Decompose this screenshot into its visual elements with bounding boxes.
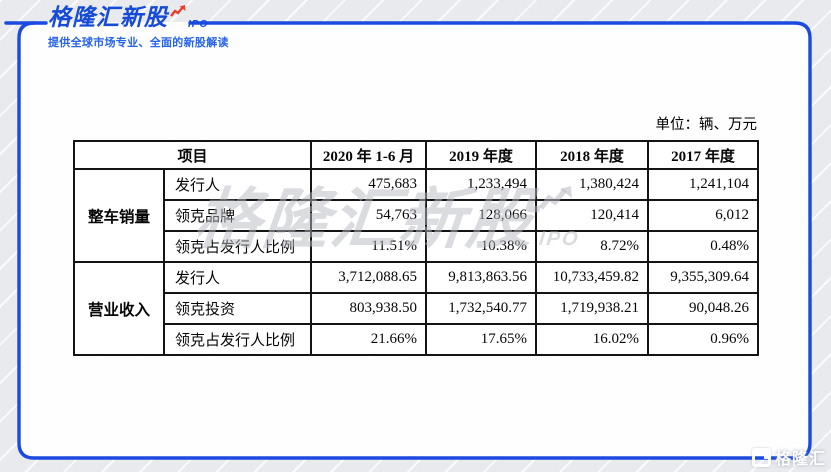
value-cell: 120,414	[535, 199, 649, 232]
table-row: 整车销量 发行人 475,683 1,233,494 1,380,424 1,2…	[73, 168, 759, 263]
frame-border	[17, 21, 812, 460]
table-header-row: 项目 2020 年 1-6 月 2019 年度 2018 年度 2017 年度	[73, 140, 759, 170]
header-cell-2018: 2018 年度	[535, 140, 649, 170]
table-row: 领克品牌 54,763 128,066 120,414 6,012	[74, 199, 759, 232]
value-cell: 1,380,424	[535, 168, 649, 201]
value-cell: 90,048.26	[647, 292, 759, 325]
header-cell-2019: 2019 年度	[425, 140, 537, 170]
brand-logo-suffix: IPO	[188, 18, 209, 30]
value-cell: 0.48%	[647, 230, 759, 263]
brand-header: 格隆汇新股 IPO 提供全球市场专业、全面的新股解读	[48, 4, 229, 50]
brand-logo-text: 格隆汇新股	[48, 4, 168, 30]
row-label: 领克占发行人比例	[163, 230, 312, 263]
row-label: 领克占发行人比例	[163, 323, 312, 356]
header-cell-2017: 2017 年度	[647, 140, 759, 170]
value-cell: 8.72%	[535, 230, 649, 263]
table-row: 领克投资 803,938.50 1,732,540.77 1,719,938.2…	[74, 292, 759, 325]
value-cell: 17.65%	[425, 323, 537, 356]
corner-logo: 格隆汇	[751, 445, 826, 469]
value-cell: 128,066	[425, 199, 537, 232]
row-label: 发行人	[163, 168, 312, 201]
corner-logo-text: 格隆汇	[774, 451, 826, 468]
financial-table: 项目 2020 年 1-6 月 2019 年度 2018 年度 2017 年度 …	[73, 140, 759, 356]
value-cell: 11.51%	[310, 230, 427, 263]
unit-label: 单位：辆、万元	[655, 117, 758, 133]
value-cell: 9,813,863.56	[425, 261, 537, 294]
value-cell: 1,233,494	[425, 168, 537, 201]
table-row: 领克占发行人比例 21.66% 17.65% 16.02% 0.96%	[74, 323, 759, 356]
group-cell-revenue: 营业收入	[73, 261, 165, 356]
value-cell: 475,683	[310, 168, 427, 201]
trend-up-arrow-icon	[170, 4, 186, 17]
row-label: 发行人	[163, 261, 312, 294]
header-cell-2020: 2020 年 1-6 月	[310, 140, 427, 170]
value-cell: 803,938.50	[310, 292, 427, 325]
value-cell: 6,012	[647, 199, 759, 232]
row-label: 领克投资	[163, 292, 312, 325]
table-row: 营业收入 发行人 3,712,088.65 9,813,863.56 10,73…	[73, 261, 759, 356]
value-cell: 1,241,104	[647, 168, 759, 201]
value-cell: 0.96%	[647, 323, 759, 356]
value-cell: 1,719,938.21	[535, 292, 649, 325]
table-row: 领克占发行人比例 11.51% 10.38% 8.72% 0.48%	[74, 230, 759, 263]
value-cell: 3,712,088.65	[310, 261, 427, 294]
value-cell: 9,355,309.64	[647, 261, 759, 294]
value-cell: 21.66%	[310, 323, 427, 356]
value-cell: 10.38%	[425, 230, 537, 263]
group-cell-vehicle-sales: 整车销量	[73, 168, 165, 263]
brand-logo: 格隆汇新股 IPO	[48, 4, 229, 32]
row-label: 领克品牌	[163, 199, 312, 232]
brand-tagline: 提供全球市场专业、全面的新股解读	[48, 36, 229, 49]
header-cell-item: 项目	[73, 140, 312, 170]
value-cell: 10,733,459.82	[535, 261, 649, 294]
value-cell: 16.02%	[535, 323, 649, 356]
gelonghui-g-icon	[751, 447, 771, 467]
value-cell: 54,763	[310, 199, 427, 232]
value-cell: 1,732,540.77	[425, 292, 537, 325]
